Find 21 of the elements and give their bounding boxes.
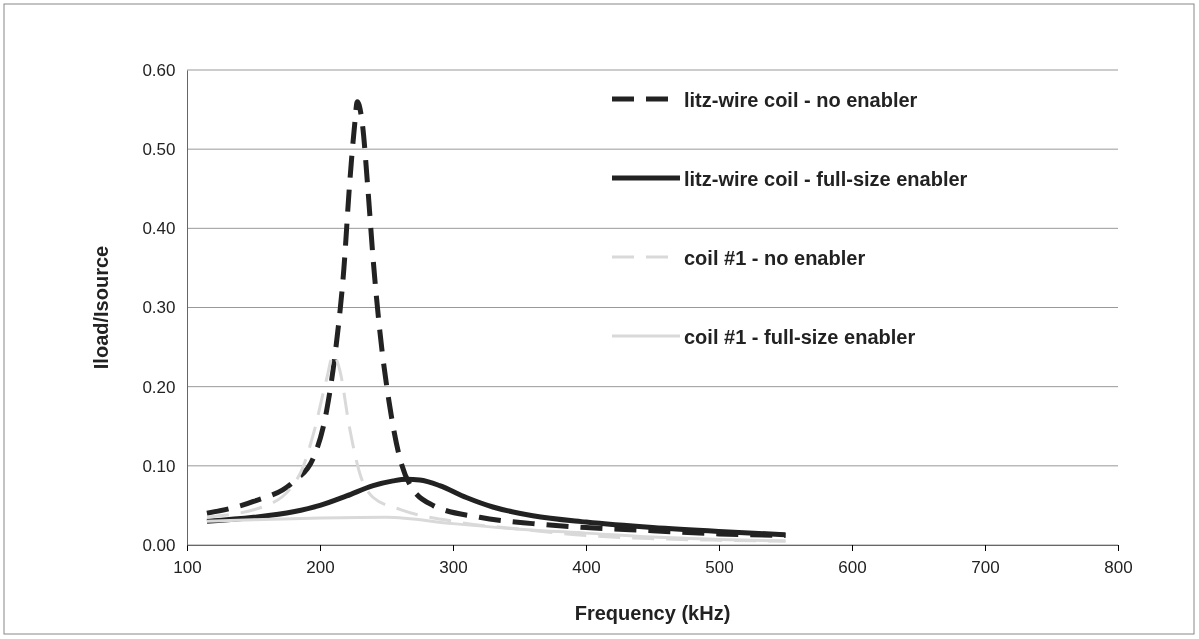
y-tick-label: 0.10 [142,456,176,476]
x-tick-label: 700 [971,557,1000,577]
x-tick-label: 800 [1104,557,1133,577]
x-tick-label: 500 [705,557,734,577]
x-tick-label: 300 [439,557,468,577]
x-tick-label: 600 [838,557,867,577]
x-tick-label: 200 [306,557,335,577]
y-axis-title: Iload/Isource [90,245,112,370]
y-tick-label: 0.60 [142,60,176,80]
y-tick-label: 0.40 [142,219,176,239]
legend-label: coil #1 - no enabler [684,247,866,269]
y-tick-label: 0.20 [142,377,176,397]
y-tick-label: 0.00 [142,535,176,555]
x-tick-label: 400 [572,557,601,577]
legend-label: coil #1 - full-size enabler [684,326,916,348]
y-tick-label: 0.50 [142,140,176,160]
legend-label: litz-wire coil - no enabler [684,89,918,111]
legend-label: litz-wire coil - full-size enabler [684,168,968,190]
y-tick-label: 0.30 [142,298,176,318]
x-axis-title: Frequency (kHz) [574,602,731,624]
x-tick-label: 100 [173,557,202,577]
